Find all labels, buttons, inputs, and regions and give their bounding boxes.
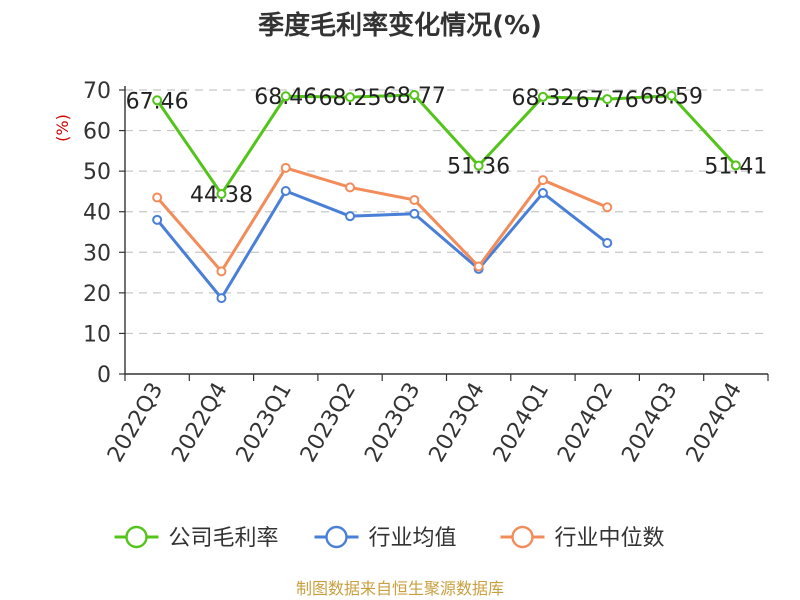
data-point bbox=[216, 188, 227, 199]
data-label: 51.41 bbox=[704, 154, 767, 179]
data-point bbox=[537, 175, 548, 186]
x-tick-label: 2024Q2 bbox=[553, 379, 618, 467]
legend-label: 行业中位数 bbox=[555, 526, 665, 551]
data-point bbox=[409, 208, 420, 219]
data-point bbox=[473, 261, 484, 272]
data-point bbox=[730, 160, 741, 171]
x-tick-label: 2023Q1 bbox=[232, 379, 297, 467]
y-tick-label: 50 bbox=[83, 160, 111, 185]
x-tick-label: 2024Q3 bbox=[617, 379, 682, 467]
data-label: 68.77 bbox=[383, 84, 446, 109]
data-label: 44.38 bbox=[190, 183, 253, 208]
legend-swatch-marker bbox=[125, 525, 148, 549]
x-tick-label: 2022Q3 bbox=[103, 379, 168, 467]
data-label: 67.76 bbox=[576, 88, 639, 113]
x-tick-label: 2024Q4 bbox=[682, 379, 747, 467]
data-point bbox=[409, 89, 420, 100]
chart-title: 季度毛利率变化情况(%) bbox=[258, 10, 542, 41]
legend-label: 行业均值 bbox=[369, 526, 457, 551]
data-point bbox=[409, 194, 420, 205]
legend: 公司毛利率 行业均值 行业中位数 bbox=[114, 525, 665, 551]
series-line bbox=[156, 166, 608, 273]
data-point bbox=[345, 211, 356, 222]
legend-swatch-marker bbox=[325, 525, 348, 549]
data-point bbox=[602, 237, 613, 248]
y-tick-label: 60 bbox=[83, 120, 111, 145]
data-point bbox=[602, 94, 613, 105]
y-tick-label: 30 bbox=[83, 241, 111, 266]
data-point bbox=[280, 162, 291, 173]
data-label: 68.46 bbox=[254, 85, 317, 110]
data-point bbox=[345, 182, 356, 193]
y-tick-label: 10 bbox=[83, 322, 111, 347]
data-point bbox=[666, 90, 677, 101]
series-line bbox=[155, 189, 609, 300]
x-tick-label: 2023Q4 bbox=[425, 379, 490, 467]
data-point bbox=[152, 192, 163, 203]
legend-swatch-marker bbox=[511, 525, 534, 549]
x-tick-label: 2023Q2 bbox=[296, 379, 361, 467]
data-point bbox=[216, 266, 227, 277]
data-point bbox=[602, 202, 613, 213]
data-point bbox=[280, 91, 291, 102]
data-labels: 67.46 44.38 68.46 68.25 68.77 51.36 68.32 67.76… bbox=[126, 84, 768, 208]
data-point bbox=[216, 293, 227, 304]
series-line bbox=[155, 93, 737, 196]
data-point bbox=[345, 92, 356, 103]
axes: 0102030405060702022Q32022Q42023Q12023Q22… bbox=[83, 79, 769, 467]
x-tick-label: 2023Q3 bbox=[360, 379, 425, 467]
y-tick-label: 0 bbox=[97, 363, 111, 388]
data-point bbox=[537, 91, 548, 102]
y-tick-label: 40 bbox=[83, 201, 111, 226]
legend-label: 公司毛利率 bbox=[169, 526, 279, 551]
data-label: 68.59 bbox=[640, 85, 703, 110]
x-tick-label: 2022Q4 bbox=[167, 379, 232, 467]
data-label: 68.25 bbox=[319, 86, 382, 111]
data-label: 67.46 bbox=[126, 89, 189, 114]
y-tick-label: 70 bbox=[83, 79, 111, 104]
data-label: 51.36 bbox=[447, 155, 510, 180]
y-tick-label: 20 bbox=[83, 282, 111, 307]
data-point bbox=[152, 214, 163, 225]
y-axis-unit: (%) bbox=[53, 114, 72, 142]
data-point bbox=[537, 188, 548, 199]
data-point bbox=[152, 95, 163, 106]
data-point bbox=[280, 186, 291, 197]
data-point bbox=[473, 160, 484, 171]
x-tick-label: 2024Q1 bbox=[489, 379, 554, 467]
data-label: 68.32 bbox=[511, 86, 574, 111]
series-lines bbox=[152, 89, 741, 304]
grid-lines bbox=[125, 89, 768, 335]
source-note: 制图数据来自恒生聚源数据库 bbox=[296, 579, 504, 598]
